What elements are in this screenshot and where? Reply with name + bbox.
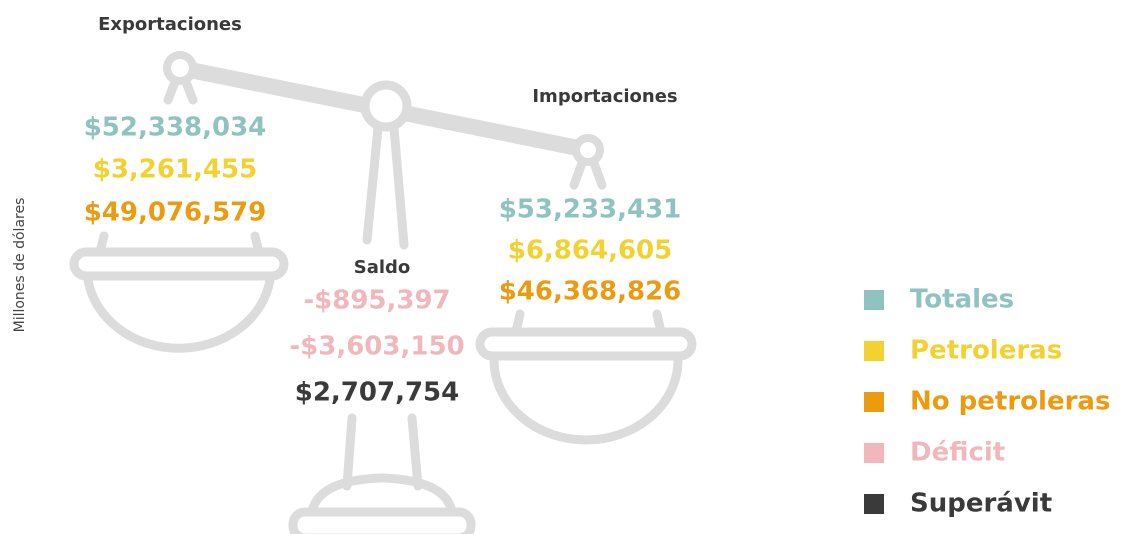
legend-label: Superávit [910, 489, 1052, 519]
legend-swatch [864, 341, 884, 361]
hanger [574, 163, 582, 185]
value-label: $52,338,034 [84, 113, 267, 143]
stand-base [293, 512, 471, 534]
center-pivot [365, 85, 407, 127]
legend-swatch [864, 443, 884, 463]
stand [412, 418, 418, 486]
right-pan-bowl [494, 360, 678, 440]
legend-swatch [864, 290, 884, 310]
group-title: Importaciones [532, 86, 677, 107]
value-label: $53,233,431 [499, 195, 682, 225]
legend-label: Petroleras [910, 336, 1062, 366]
value-label: $49,076,579 [84, 198, 267, 228]
infographic: Millones de dólares Exportaciones $52,338… [0, 0, 1139, 534]
legend-swatch [864, 392, 884, 412]
value-label: $3,261,455 [93, 155, 257, 185]
legend-label: No petroleras [910, 387, 1110, 417]
value-label: -$3,603,150 [289, 332, 464, 362]
right-pivot [576, 138, 600, 162]
right-pan-rim [480, 332, 692, 356]
stand-dome [312, 478, 452, 512]
axis-label: Millones de dólares [12, 198, 28, 333]
column [394, 128, 404, 245]
stand [347, 418, 352, 486]
legend-label: Totales [910, 285, 1014, 315]
value-label: -$895,397 [303, 286, 450, 316]
hanger [186, 82, 193, 100]
value-label: $6,864,605 [508, 236, 672, 266]
legend-label: Déficit [910, 438, 1005, 468]
group-title: Exportaciones [98, 14, 242, 35]
hanger [168, 82, 175, 100]
group-title: Saldo [354, 257, 411, 278]
left-pan-bowl [88, 280, 270, 348]
column [367, 128, 378, 240]
left-pan-rim [74, 252, 284, 276]
legend-swatch [864, 494, 884, 514]
left-pivot [167, 55, 193, 81]
hanger [594, 163, 602, 185]
value-label: $2,707,754 [295, 378, 459, 408]
value-label: $46,368,826 [499, 277, 682, 307]
